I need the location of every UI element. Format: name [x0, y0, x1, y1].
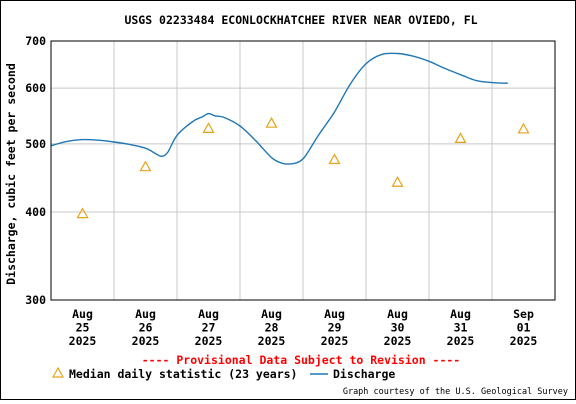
y-tick-label: 700: [25, 34, 46, 48]
x-tick-label: Aug: [324, 307, 345, 321]
x-tick-label: 25: [76, 321, 90, 335]
x-tick-label: 2025: [510, 334, 538, 348]
x-tick-label: 01: [517, 321, 531, 335]
x-tick-label: Aug: [261, 307, 282, 321]
legend-triangle-icon: [51, 366, 65, 378]
x-tick-label: 2025: [447, 334, 475, 348]
x-tick-labels: Aug252025Aug262025Aug272025Aug282025Aug2…: [69, 307, 538, 348]
legend-discharge-label: Discharge: [333, 367, 395, 381]
x-tick-label: 2025: [384, 334, 412, 348]
grid-lines: [51, 41, 555, 300]
median-marker: [517, 122, 530, 134]
x-tick-label: 30: [391, 321, 405, 335]
y-tick-label: 400: [25, 205, 46, 219]
x-tick-label: 31: [454, 321, 468, 335]
y-tick-label: 500: [25, 137, 46, 151]
plot-area-border: [50, 40, 556, 301]
x-tick-label: 2025: [321, 334, 349, 348]
x-tick-label: Sep: [513, 307, 534, 321]
median-marker: [139, 160, 152, 172]
x-tick-label: 2025: [69, 334, 97, 348]
discharge-series: [50, 52, 508, 165]
x-tick-label: Aug: [450, 307, 471, 321]
y-tick-label: 600: [25, 81, 46, 95]
median-marker: [265, 116, 278, 128]
median-series: [76, 116, 530, 219]
x-tick-label: Aug: [72, 307, 93, 321]
x-tick-label: 2025: [258, 334, 286, 348]
y-tick-label: 300: [25, 293, 46, 307]
median-marker: [454, 132, 467, 143]
discharge-line: [50, 52, 508, 165]
median-marker: [202, 122, 215, 133]
x-tick-label: 27: [202, 321, 216, 335]
y-axis-label: Discharge, cubic feet per second: [4, 63, 18, 285]
x-tick-label: Aug: [135, 307, 156, 321]
x-tick-label: 28: [265, 321, 279, 335]
chart-title: USGS 02233484 ECONLOCKHATCHEE RIVER NEAR…: [124, 13, 477, 27]
x-tick-label: 2025: [132, 334, 160, 348]
x-tick-label: 29: [328, 321, 342, 335]
x-tick-label: 26: [139, 321, 153, 335]
x-tick-label: 2025: [195, 334, 223, 348]
x-tick-label: Aug: [198, 307, 219, 321]
usgs-credit: Graph courtesy of the U.S. Geological Su…: [343, 387, 568, 397]
median-marker: [391, 175, 404, 187]
median-marker: [328, 153, 341, 165]
median-marker: [76, 207, 89, 219]
y-tick-labels: 300 400 500 600 700: [25, 34, 46, 307]
legend-median-label: Median daily statistic (23 years): [69, 367, 297, 381]
provisional-notice: ---- Provisional Data Subject to Revisio…: [142, 353, 461, 367]
legend: Median daily statistic (23 years) Discha…: [51, 366, 395, 381]
x-tick-label: Aug: [387, 307, 408, 321]
